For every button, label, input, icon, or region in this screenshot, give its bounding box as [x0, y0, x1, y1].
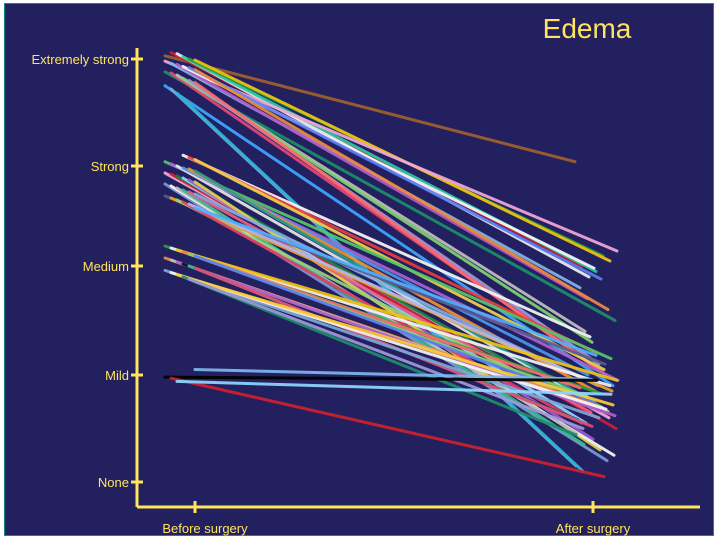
y-tick-label-4: Extremely strong	[31, 52, 129, 67]
y-tick-label-3: Strong	[91, 159, 129, 174]
axes-layer	[131, 48, 700, 513]
series-line-10	[189, 68, 601, 280]
x-tick-label-0: Before surgery	[162, 521, 248, 536]
y-tick-label-0: None	[98, 475, 129, 490]
x-tick-label-1: After surgery	[556, 521, 631, 536]
series-line-47	[195, 208, 596, 355]
y-tick-label-1: Mild	[105, 368, 129, 383]
y-tick-label-2: Medium	[83, 259, 129, 274]
chart-title: Edema	[543, 13, 632, 44]
series-layer	[165, 53, 618, 477]
